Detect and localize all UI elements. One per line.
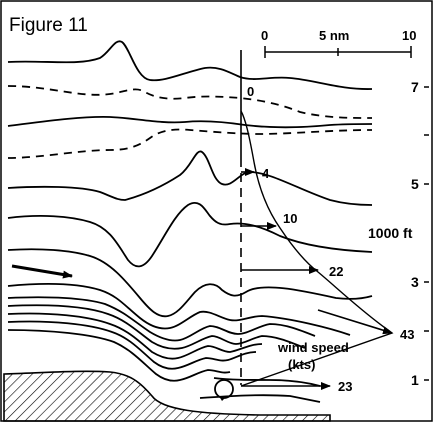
scale-label-0: 0 (261, 28, 268, 43)
wind-speed-arrows (241, 168, 393, 390)
streamline (7, 115, 373, 129)
altitude-label: 5 (411, 176, 419, 192)
figure-title: Figure 11 (9, 15, 88, 36)
flow-direction-arrow (11, 264, 73, 279)
streamline (7, 40, 373, 90)
streamline (199, 394, 321, 403)
altitude-label: 1 (411, 372, 419, 388)
streamline (7, 202, 373, 268)
wind-speed-caption-line2: (kts) (288, 357, 315, 372)
wind-speed-label: 22 (329, 264, 343, 279)
streamline-dashed (7, 85, 373, 119)
wind-profile-curve (240, 110, 394, 387)
terrain (3, 370, 331, 422)
streamline-dashed (7, 128, 373, 159)
scale-bar: 0 5 nm 10 (261, 28, 416, 58)
streamline (7, 283, 351, 336)
wind-speed-label: 0 (247, 84, 254, 99)
streamline (7, 248, 373, 318)
scale-label-5nm: 5 nm (319, 28, 349, 43)
streamline (7, 320, 257, 370)
wind-speed-caption-line1: wind speed (277, 340, 349, 355)
streamline (7, 150, 373, 206)
streamline (7, 304, 306, 350)
altitude-axis: 7 5 1000 ft 3 1 (368, 79, 429, 388)
wind-speed-label: 4 (262, 166, 270, 181)
altitude-label: 3 (411, 274, 419, 290)
streamline (7, 329, 231, 382)
altitude-label: 7 (411, 79, 419, 95)
streamline (7, 312, 263, 360)
wind-speed-label: 43 (400, 327, 414, 342)
wind-arrow (317, 309, 393, 335)
rotor-circle (214, 379, 234, 399)
rotor-arrow (219, 396, 225, 401)
wind-speed-label: 23 (338, 379, 352, 394)
scale-label-10: 10 (402, 28, 416, 43)
streamline (213, 377, 321, 387)
altitude-label: 1000 ft (368, 225, 413, 241)
streamlines (7, 40, 373, 403)
streamline (7, 296, 316, 342)
wind-speed-label: 10 (283, 211, 297, 226)
